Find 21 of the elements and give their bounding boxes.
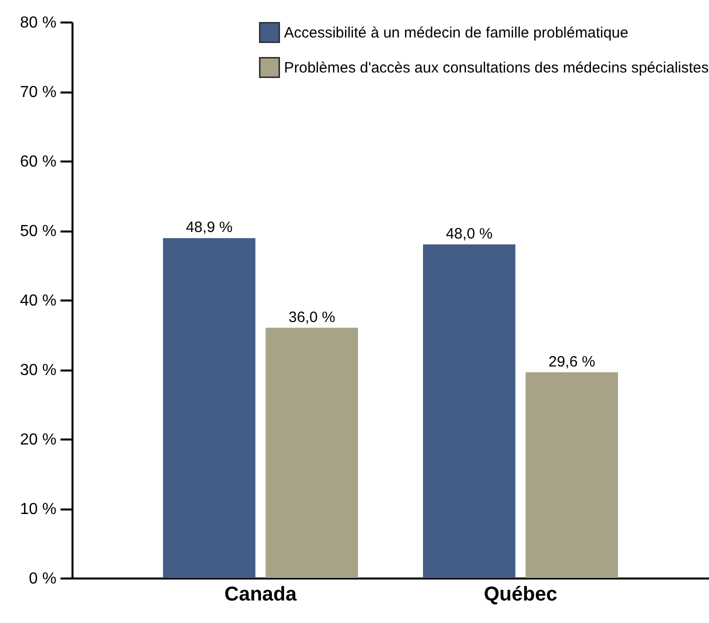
legend-label: Accessibilité à un médecin de famille problématique xyxy=(284,24,628,42)
y-tick-label: 20 % xyxy=(20,432,56,448)
y-tick-label: 30 % xyxy=(20,362,56,379)
y-tick-label: 40 % xyxy=(20,292,56,310)
bar xyxy=(423,244,516,578)
y-tick-label: 0 % xyxy=(28,570,56,588)
data-label: 36,0 % xyxy=(288,308,336,326)
bar xyxy=(266,328,358,578)
bar xyxy=(526,372,618,578)
x-tick-label: Canada xyxy=(224,584,298,606)
data-label: 48,0 % xyxy=(446,225,493,242)
data-label: 29,6 % xyxy=(548,353,596,370)
bar xyxy=(163,238,256,578)
y-tick-label: 50 % xyxy=(20,223,56,240)
y-tick-label: 80 % xyxy=(20,14,56,32)
y-tick-label: 70 % xyxy=(20,84,56,101)
data-label: 48,9 % xyxy=(186,219,233,236)
y-tick-label: 10 % xyxy=(20,501,56,518)
y-tick-label: 60 % xyxy=(20,154,56,170)
x-tick-label: Québec xyxy=(484,584,558,606)
legend-label: Problèmes d'accès aux consultations des médecins spécialistes xyxy=(284,60,709,76)
